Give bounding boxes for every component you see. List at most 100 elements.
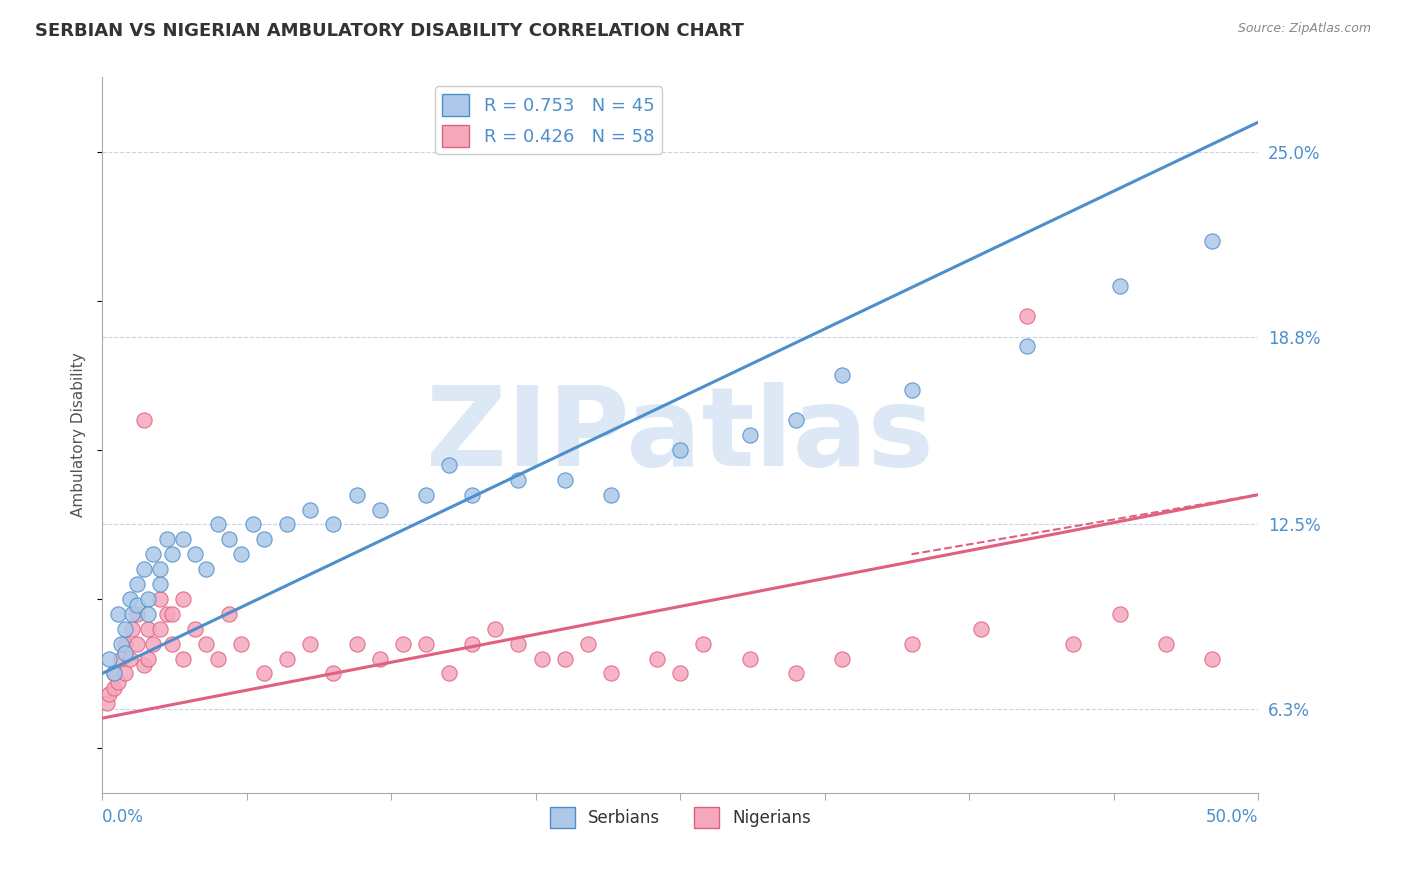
Point	[346, 488, 368, 502]
Point	[218, 533, 240, 547]
Point	[207, 517, 229, 532]
Point	[276, 651, 298, 665]
Point	[121, 622, 143, 636]
Point	[346, 637, 368, 651]
Legend: Serbians, Nigerians: Serbians, Nigerians	[543, 801, 817, 834]
Point	[554, 473, 576, 487]
Point	[229, 637, 252, 651]
Point	[121, 607, 143, 621]
Point	[669, 442, 692, 457]
Point	[576, 637, 599, 651]
Point	[1154, 637, 1177, 651]
Point	[160, 547, 183, 561]
Point	[183, 547, 205, 561]
Point	[207, 651, 229, 665]
Point	[1201, 651, 1223, 665]
Point	[738, 428, 761, 442]
Point	[172, 651, 194, 665]
Point	[900, 637, 922, 651]
Text: ZIPatlas: ZIPatlas	[426, 382, 934, 489]
Point	[831, 651, 853, 665]
Point	[103, 666, 125, 681]
Point	[149, 622, 172, 636]
Point	[118, 651, 141, 665]
Point	[600, 666, 623, 681]
Text: Source: ZipAtlas.com: Source: ZipAtlas.com	[1237, 22, 1371, 36]
Point	[1201, 235, 1223, 249]
Point	[149, 577, 172, 591]
Point	[183, 622, 205, 636]
Point	[125, 637, 148, 651]
Point	[831, 368, 853, 383]
Point	[437, 666, 460, 681]
Point	[156, 533, 179, 547]
Point	[160, 637, 183, 651]
Point	[132, 413, 155, 427]
Point	[508, 473, 530, 487]
Point	[530, 651, 553, 665]
Point	[172, 591, 194, 606]
Point	[114, 666, 136, 681]
Point	[114, 637, 136, 651]
Y-axis label: Ambulatory Disability: Ambulatory Disability	[72, 352, 86, 517]
Point	[785, 413, 807, 427]
Point	[107, 675, 129, 690]
Point	[107, 607, 129, 621]
Point	[98, 651, 121, 665]
Point	[484, 622, 506, 636]
Point	[132, 562, 155, 576]
Point	[125, 577, 148, 591]
Point	[970, 622, 993, 636]
Point	[276, 517, 298, 532]
Point	[138, 607, 160, 621]
Point	[900, 384, 922, 398]
Point	[368, 502, 391, 516]
Point	[692, 637, 714, 651]
Point	[103, 681, 125, 696]
Point	[98, 687, 121, 701]
Point	[142, 547, 165, 561]
Point	[218, 607, 240, 621]
Point	[1108, 279, 1130, 293]
Point	[132, 657, 155, 672]
Point	[229, 547, 252, 561]
Point	[96, 696, 118, 710]
Point	[1017, 309, 1039, 323]
Point	[322, 666, 344, 681]
Point	[172, 533, 194, 547]
Point	[669, 666, 692, 681]
Point	[125, 598, 148, 612]
Point	[508, 637, 530, 651]
Point	[138, 622, 160, 636]
Point	[125, 607, 148, 621]
Point	[322, 517, 344, 532]
Point	[461, 637, 484, 651]
Point	[110, 651, 132, 665]
Point	[299, 637, 322, 651]
Point	[299, 502, 322, 516]
Text: SERBIAN VS NIGERIAN AMBULATORY DISABILITY CORRELATION CHART: SERBIAN VS NIGERIAN AMBULATORY DISABILIT…	[35, 22, 744, 40]
Point	[437, 458, 460, 472]
Text: 0.0%: 0.0%	[103, 807, 143, 826]
Point	[114, 622, 136, 636]
Point	[138, 651, 160, 665]
Point	[253, 533, 276, 547]
Point	[554, 651, 576, 665]
Point	[600, 488, 623, 502]
Point	[149, 562, 172, 576]
Point	[242, 517, 264, 532]
Point	[415, 637, 437, 651]
Point	[118, 591, 141, 606]
Point	[160, 607, 183, 621]
Point	[195, 637, 218, 651]
Point	[156, 607, 179, 621]
Point	[738, 651, 761, 665]
Point	[149, 591, 172, 606]
Point	[461, 488, 484, 502]
Point	[253, 666, 276, 681]
Point	[114, 646, 136, 660]
Point	[1017, 338, 1039, 352]
Text: 50.0%: 50.0%	[1206, 807, 1258, 826]
Point	[103, 666, 125, 681]
Point	[195, 562, 218, 576]
